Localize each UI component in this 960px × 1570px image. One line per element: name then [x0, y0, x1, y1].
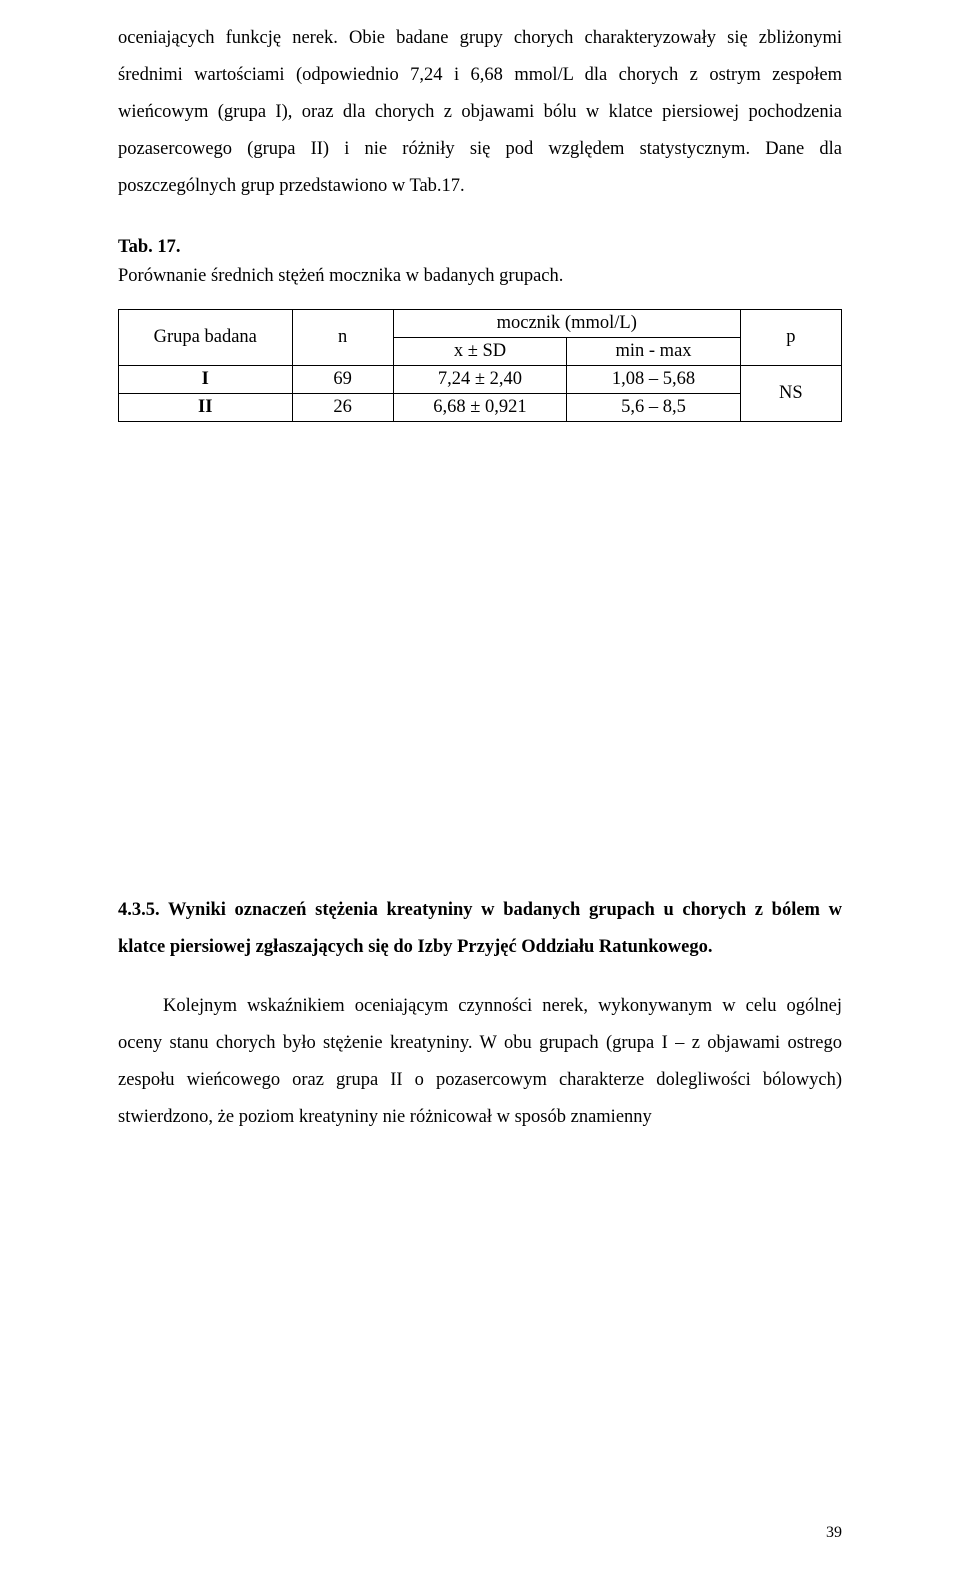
th-grupa: Grupa badana	[119, 310, 293, 366]
spacer	[118, 462, 842, 892]
cell-xsd: 7,24 ± 2,40	[393, 366, 567, 394]
section-heading: 4.3.5. Wyniki oznaczeń stężenia kreatyni…	[118, 892, 842, 966]
page-number: 39	[826, 1524, 842, 1542]
data-table: Grupa badana n mocznik (mmol/L) p x ± SD…	[118, 309, 842, 422]
th-minmax: min - max	[567, 338, 741, 366]
cell-minmax: 1,08 – 5,68	[567, 366, 741, 394]
page: oceniających funkcję nerek. Obie badane …	[0, 0, 960, 1570]
table-header-row-1: Grupa badana n mocznik (mmol/L) p	[119, 310, 842, 338]
paragraph-1: oceniających funkcję nerek. Obie badane …	[118, 20, 842, 205]
th-n: n	[292, 310, 393, 366]
paragraph-2: Kolejnym wskaźnikiem oceniającym czynnoś…	[118, 988, 842, 1136]
cell-n: 26	[292, 394, 393, 422]
table-title: Tab. 17.	[118, 237, 842, 258]
th-xsd: x ± SD	[393, 338, 567, 366]
th-p: p	[740, 310, 841, 366]
cell-minmax: 5,6 – 8,5	[567, 394, 741, 422]
cell-n: 69	[292, 366, 393, 394]
cell-grupa: I	[119, 366, 293, 394]
table-row: II 26 6,68 ± 0,921 5,6 – 8,5	[119, 394, 842, 422]
th-measure: mocznik (mmol/L)	[393, 310, 740, 338]
cell-grupa: II	[119, 394, 293, 422]
cell-p: NS	[740, 366, 841, 422]
table-row: I 69 7,24 ± 2,40 1,08 – 5,68 NS	[119, 366, 842, 394]
cell-xsd: 6,68 ± 0,921	[393, 394, 567, 422]
table-caption: Porównanie średnich stężeń mocznika w ba…	[118, 266, 842, 287]
